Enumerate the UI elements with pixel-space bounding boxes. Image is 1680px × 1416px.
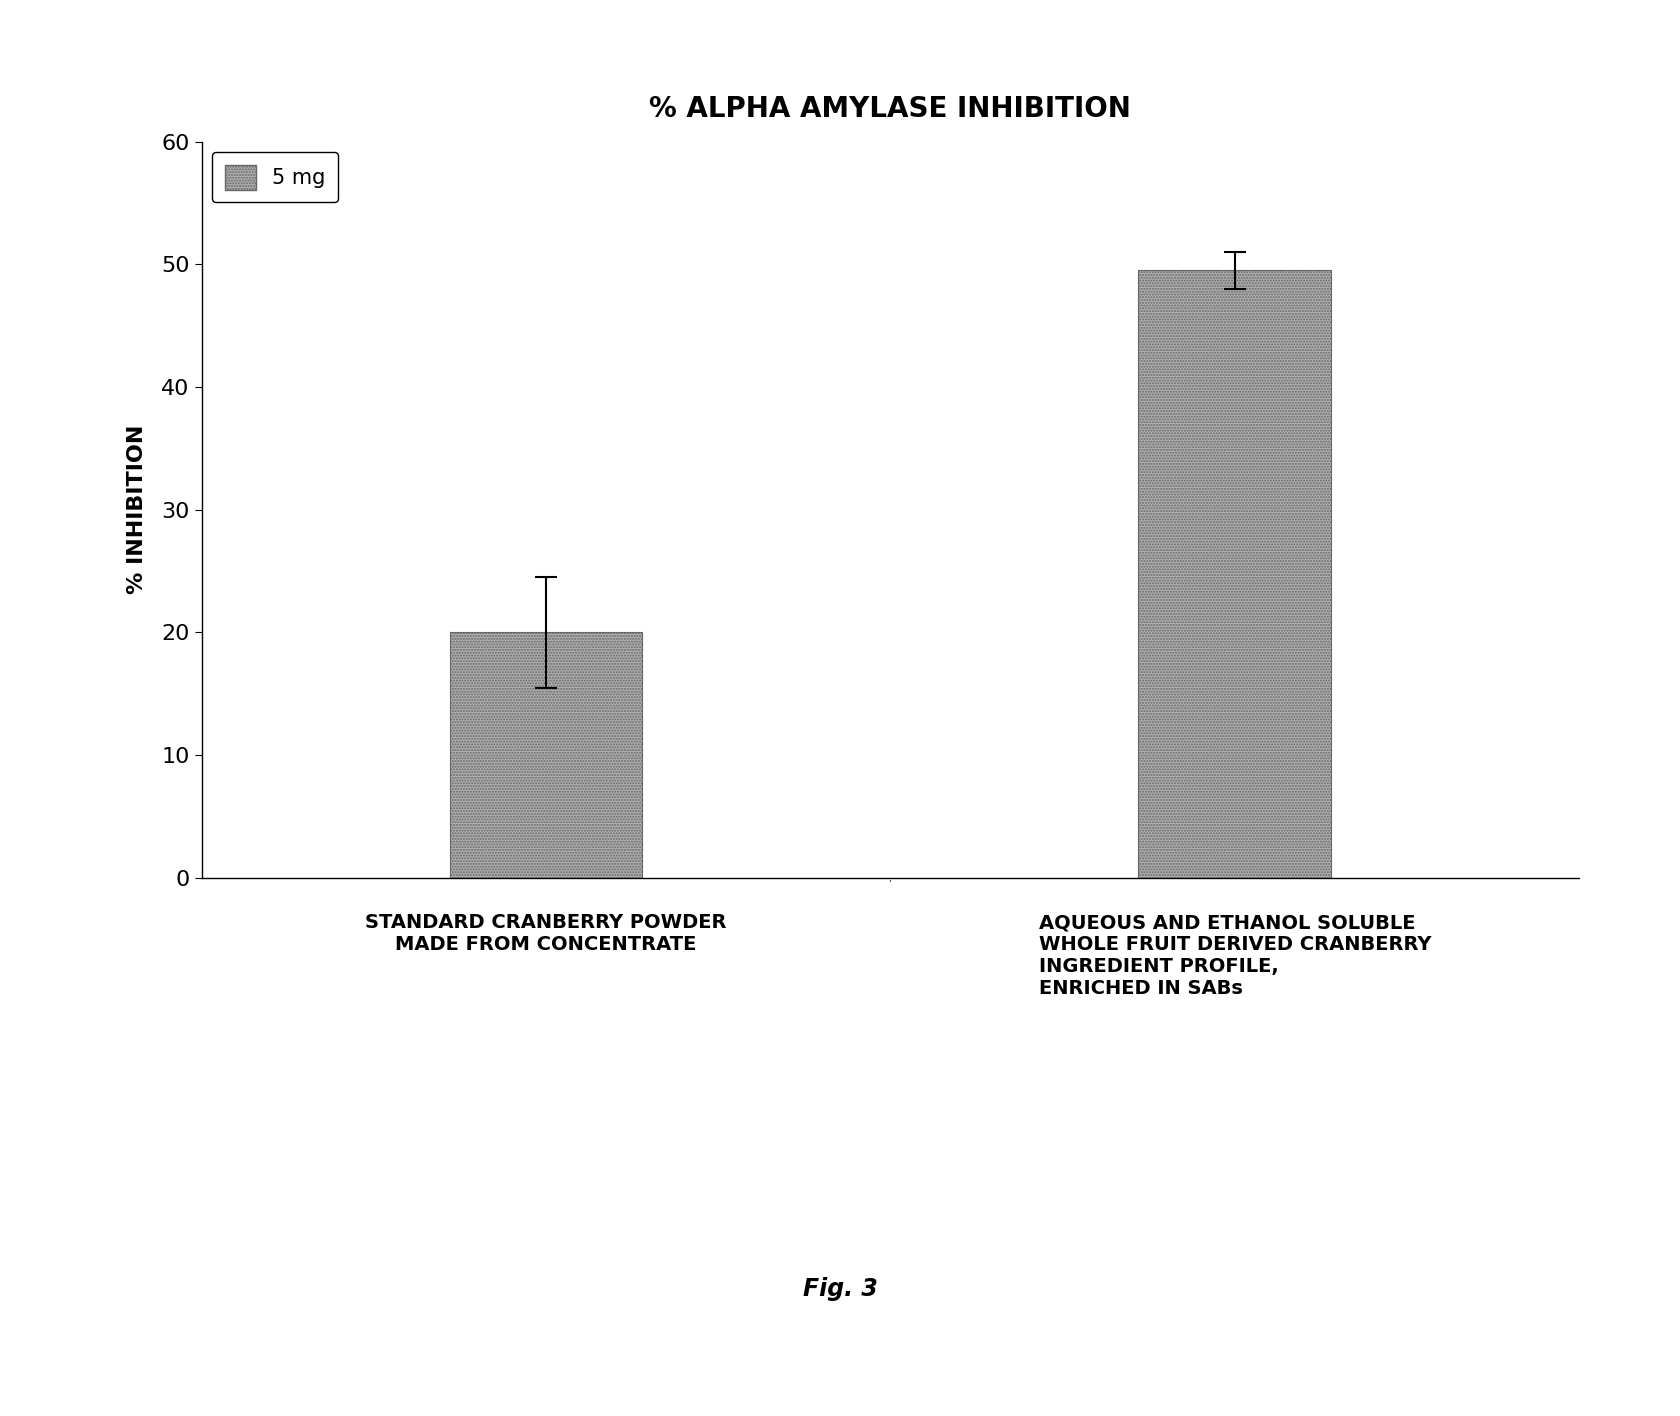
Text: AQUEOUS AND ETHANOL SOLUBLE
WHOLE FRUIT DERIVED CRANBERRY
INGREDIENT PROFILE,
EN: AQUEOUS AND ETHANOL SOLUBLE WHOLE FRUIT … (1038, 913, 1431, 998)
Text: STANDARD CRANBERRY POWDER
MADE FROM CONCENTRATE: STANDARD CRANBERRY POWDER MADE FROM CONC… (365, 913, 727, 954)
Bar (450, 633, 642, 878)
Title: % ALPHA AMYLASE INHIBITION: % ALPHA AMYLASE INHIBITION (650, 95, 1131, 123)
Legend: 5 mg: 5 mg (212, 152, 338, 202)
Text: Fig. 3: Fig. 3 (803, 1277, 877, 1300)
Y-axis label: % INHIBITION: % INHIBITION (128, 425, 148, 595)
Bar (1139, 270, 1331, 878)
